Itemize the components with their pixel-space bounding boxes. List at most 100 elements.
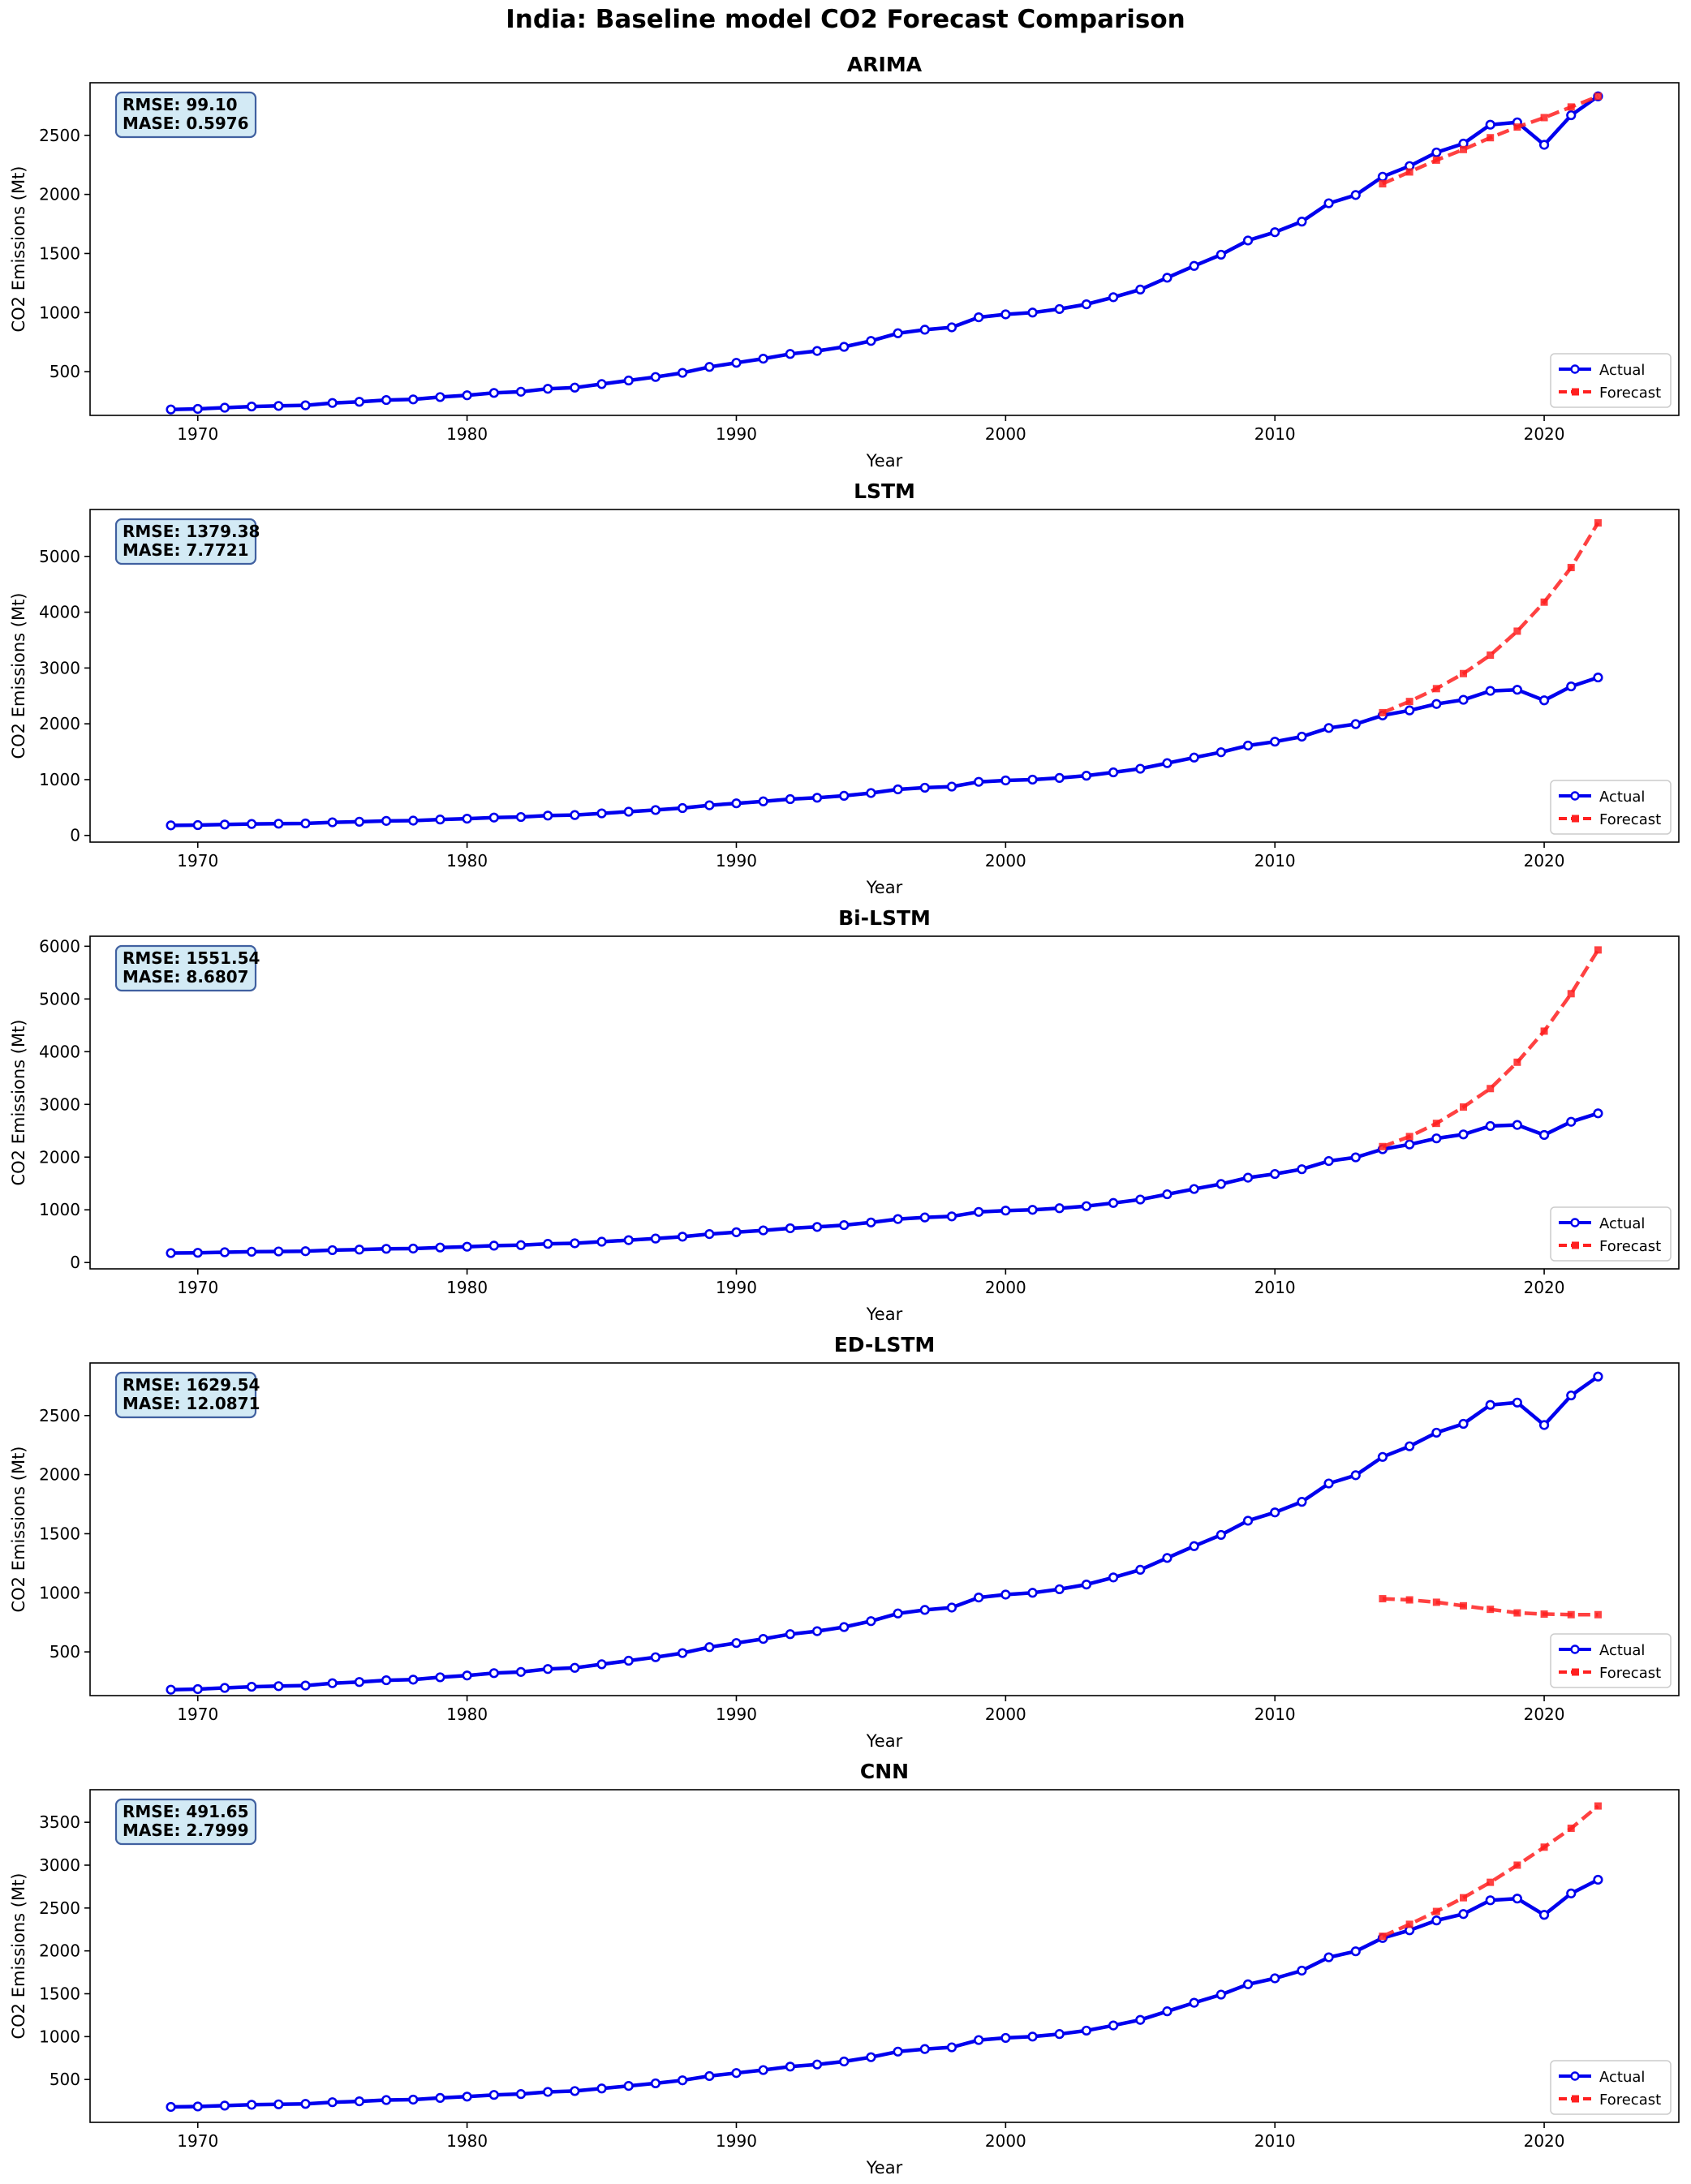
forecast-point [1540, 1610, 1548, 1619]
actual-point [866, 336, 876, 346]
y-tick-label: 1500 [39, 1984, 80, 2003]
y-tick-label: 4000 [39, 1042, 80, 1061]
actual-point [1108, 2020, 1119, 2031]
actual-point [247, 819, 257, 829]
y-tick-label: 2000 [39, 1465, 80, 1485]
rmse-label: RMSE: 1551.54 [123, 948, 260, 968]
actual-point [731, 2068, 742, 2079]
forecast-point [1379, 180, 1387, 188]
y-tick-label: 2500 [39, 1406, 80, 1425]
actual-point [1431, 699, 1442, 709]
actual-point [1566, 110, 1577, 121]
actual-point [1593, 1874, 1603, 1885]
actual-point [974, 1206, 984, 1217]
legend-marker [1570, 1218, 1580, 1227]
actual-point [731, 1638, 742, 1649]
legend-box [1550, 780, 1672, 835]
y-axis-label: CO2 Emissions (Mt) [9, 592, 28, 759]
actual-point [1297, 1164, 1307, 1175]
actual-point [678, 368, 688, 378]
actual-point [758, 1633, 768, 1644]
actual-point [596, 808, 607, 819]
legend-box [1550, 353, 1672, 408]
actual-point [650, 805, 661, 815]
legend-label: Actual [1599, 362, 1645, 379]
actual-point [1377, 1451, 1388, 1462]
actual-point [1431, 147, 1442, 158]
actual-point [1566, 1390, 1577, 1401]
actual-point [1081, 299, 1091, 310]
actual-point [650, 2078, 661, 2089]
actual-point [488, 812, 499, 823]
forecast-point [1487, 134, 1495, 142]
actual-point [1135, 284, 1146, 294]
x-axis-label: Year [866, 878, 903, 897]
actual-point [974, 776, 984, 787]
actual-point [1323, 1478, 1334, 1489]
forecast-point [1405, 1596, 1413, 1604]
x-tick-label: 1980 [446, 2131, 488, 2151]
x-tick-label: 2010 [1254, 851, 1296, 871]
x-tick-label: 1980 [446, 1278, 488, 1297]
actual-point [785, 1629, 795, 1640]
metrics-box [114, 1371, 257, 1419]
actual-point [1242, 740, 1254, 751]
forecast-point [1460, 1601, 1468, 1610]
panel-arima: ARIMA 1970 1980 1990 2000 2010 2020 500 1000 1500… [9, 53, 1680, 471]
actual-point [596, 1236, 607, 1247]
actual-point [1189, 1541, 1199, 1551]
actual-point [1297, 1497, 1307, 1507]
panel-title: CNN [860, 1760, 909, 1783]
x-tick-label: 1990 [716, 1278, 757, 1297]
panel-title: ED-LSTM [834, 1333, 936, 1356]
actual-point [974, 2035, 984, 2045]
x-tick-label: 1970 [177, 1705, 218, 1724]
actual-point [1431, 1133, 1442, 1144]
actual-point [974, 312, 984, 323]
actual-point [1216, 1989, 1226, 2000]
x-tick-label: 1990 [716, 424, 757, 444]
actual-point [919, 1212, 930, 1223]
y-tick-label: 2000 [39, 185, 80, 204]
actual-point [515, 386, 527, 397]
actual-point [1081, 771, 1091, 781]
actual-point [488, 1240, 499, 1251]
actual-point [1405, 705, 1415, 716]
actual-point [946, 781, 957, 792]
y-tick-label: 3500 [39, 1812, 80, 1832]
actual-point [247, 1681, 257, 1692]
actual-point [678, 1648, 688, 1658]
actual-point [543, 384, 553, 394]
legend-marker [1570, 364, 1580, 374]
x-tick-label: 2010 [1254, 1278, 1296, 1297]
forecast-point [1513, 123, 1521, 131]
actual-point [1054, 772, 1065, 783]
actual-point [758, 1225, 768, 1236]
actual-point [1162, 273, 1173, 283]
actual-point [866, 1616, 876, 1627]
actual-point [1108, 767, 1119, 778]
legend-label: Actual [1599, 789, 1645, 806]
actual-point [1270, 1507, 1280, 1518]
actual-point [1538, 1910, 1550, 1920]
actual-point [1242, 235, 1254, 246]
actual-point [1458, 1909, 1469, 1920]
actual-series-line [170, 1374, 1599, 1692]
x-tick-label: 1990 [716, 1705, 757, 1724]
actual-point [1189, 1997, 1199, 2008]
actual-point [811, 2059, 823, 2070]
legend-marker [1570, 2071, 1580, 2081]
y-tick-label: 1000 [39, 2027, 80, 2046]
actual-point [462, 1241, 472, 1252]
y-tick-label: 0 [70, 826, 80, 845]
actual-point [839, 1219, 850, 1231]
actual-point [1054, 2029, 1065, 2040]
y-tick-label: 1000 [39, 1200, 80, 1219]
actual-point [1054, 303, 1065, 315]
y-tick-label: 5000 [39, 989, 80, 1008]
legend-marker [1570, 1644, 1580, 1654]
actual-point [1297, 731, 1307, 742]
actual-point [893, 1214, 903, 1224]
forecast-point [1567, 1825, 1575, 1833]
x-tick-label: 1980 [446, 424, 488, 444]
